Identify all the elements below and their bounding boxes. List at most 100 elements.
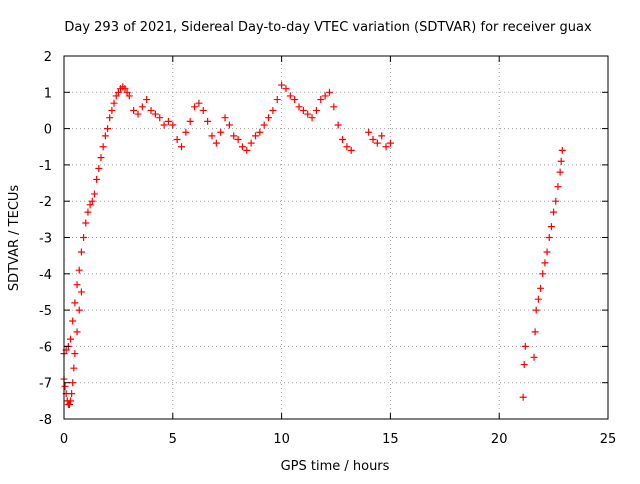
data-point [278, 81, 286, 89]
data-point [545, 234, 553, 241]
data-point [88, 197, 96, 205]
data-point [312, 106, 320, 114]
data-point [343, 143, 351, 151]
data-point [291, 96, 299, 104]
x-tick-label: 0 [60, 432, 68, 447]
data-point [195, 99, 203, 107]
data-point [68, 390, 76, 398]
data-point [173, 135, 181, 143]
data-point [61, 382, 69, 390]
grid [64, 56, 608, 419]
data-point [169, 121, 177, 129]
data-point [125, 92, 133, 100]
data-point [90, 190, 98, 198]
data-point [547, 223, 555, 231]
data-point [537, 284, 545, 292]
data-point [247, 139, 255, 147]
y-axis-label: SDTVAR / TECUs [7, 185, 22, 292]
data-point [365, 128, 373, 136]
data-point [164, 117, 172, 125]
data-point [304, 110, 312, 118]
data-point [95, 165, 103, 173]
data-point [225, 121, 233, 129]
data-point [334, 121, 342, 129]
data-point [80, 234, 88, 241]
data-point [75, 306, 83, 314]
data-point [265, 114, 273, 122]
data-point [234, 135, 242, 143]
data-point [112, 92, 120, 100]
data-point [543, 248, 551, 256]
data-point [84, 208, 92, 216]
data-point [378, 132, 386, 140]
data-point [70, 364, 78, 372]
data-point [73, 281, 81, 289]
data-point [77, 248, 85, 256]
x-tick-label: 15 [382, 432, 399, 447]
data-point [69, 379, 77, 387]
data-point [308, 114, 316, 122]
data-point [212, 139, 220, 147]
data-point [520, 361, 528, 369]
data-point [75, 266, 83, 274]
data-point [269, 106, 277, 114]
data-point [77, 288, 85, 296]
y-tick-label: -5 [39, 304, 52, 319]
data-point [321, 92, 329, 100]
data-point [299, 106, 307, 114]
data-point [339, 135, 347, 143]
data-point [143, 96, 151, 104]
data-point [282, 85, 290, 93]
data-point [221, 114, 229, 122]
data-point [69, 317, 77, 325]
data-point [106, 114, 114, 122]
y-tick-label: -4 [39, 268, 52, 283]
data-point [110, 99, 118, 107]
data-point [97, 154, 105, 162]
data-point [199, 106, 207, 114]
y-tick-label: 2 [44, 50, 52, 65]
data-point [558, 146, 566, 154]
data-points [60, 81, 566, 408]
data-point [86, 201, 94, 209]
data-point [104, 125, 112, 133]
data-point [178, 143, 186, 151]
data-point [256, 128, 264, 136]
y-tick-label: 0 [44, 123, 52, 138]
y-tick-label: -3 [39, 232, 52, 247]
data-point [230, 132, 238, 140]
data-point [554, 183, 562, 191]
data-point [260, 121, 268, 129]
series-SDTVAR-late [519, 146, 566, 401]
data-point [530, 353, 538, 361]
x-axis-label: GPS time / hours [281, 459, 390, 474]
data-point [114, 88, 122, 96]
data-point [67, 335, 75, 343]
data-point [191, 103, 199, 111]
data-point [93, 175, 101, 183]
y-tick-label: -8 [39, 413, 52, 428]
data-point [295, 103, 303, 111]
data-point [557, 157, 565, 165]
data-point [73, 328, 81, 336]
chart-title: Day 293 of 2021, Sidereal Day-to-day VTE… [64, 20, 592, 35]
data-point [217, 128, 225, 136]
data-point [121, 85, 129, 93]
y-tick-label: -1 [39, 159, 52, 174]
data-point [108, 106, 116, 114]
series-SDTVAR [60, 81, 394, 358]
data-point [534, 295, 542, 303]
data-point [65, 400, 73, 408]
data-point [156, 114, 164, 122]
y-tick-label: 1 [44, 86, 52, 101]
y-tick-label: -2 [39, 195, 52, 210]
data-point [550, 208, 558, 216]
data-point [317, 96, 325, 104]
data-point [123, 88, 131, 96]
data-point [532, 306, 540, 314]
data-point [182, 128, 190, 136]
y-tick-label: -7 [39, 377, 52, 392]
